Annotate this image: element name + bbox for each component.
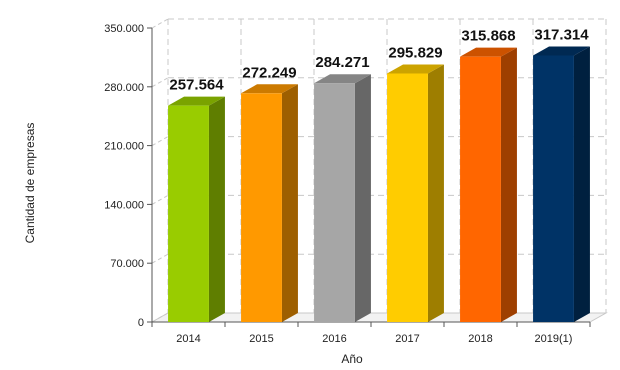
y-tick-label: 280.000	[104, 82, 144, 94]
x-axis-ticks: 2014 2015 2016 2017 2018 2019(1)	[151, 322, 591, 345]
data-label: 257.564	[169, 77, 224, 94]
y-tick-label: 70.000	[110, 258, 144, 270]
bar-top	[460, 47, 517, 57]
y-gridline-side	[151, 18, 169, 29]
bar-side	[500, 47, 517, 323]
bar-2014	[168, 96, 225, 322]
y-gridline-side	[151, 77, 169, 88]
bar-2015	[241, 84, 298, 322]
bar-top	[168, 96, 225, 106]
data-label: 315.868	[461, 28, 515, 45]
bar-side	[573, 46, 590, 323]
bar-top	[314, 74, 371, 84]
data-labels: 257.564 272.249 284.271 295.829 315.868 317.3…	[169, 26, 589, 93]
bars	[168, 46, 590, 323]
data-label: 284.271	[315, 54, 369, 71]
y-gridline-side	[151, 136, 169, 147]
bar-front	[387, 73, 428, 323]
bar-front	[241, 93, 282, 322]
bar-top	[241, 84, 298, 94]
bar-side	[354, 74, 371, 322]
bar-front	[314, 83, 355, 322]
x-tick-label: 2017	[395, 333, 419, 345]
x-tick-label: 2015	[249, 333, 273, 345]
bar-front	[168, 105, 209, 322]
x-tick-label: 2014	[176, 333, 200, 345]
x-axis-title: Año	[341, 352, 363, 366]
data-label: 317.314	[534, 26, 589, 43]
data-label: 272.249	[242, 64, 296, 81]
bar-2019(1)	[533, 46, 590, 323]
y-tick-label: 210.000	[104, 141, 144, 153]
x-tick-label: 2016	[322, 333, 346, 345]
y-tick-label: 140.000	[104, 199, 144, 211]
y-axis-ticks: 0 70.000 140.000 210.000 280.000 350.000	[104, 23, 152, 329]
bar-2017	[387, 64, 444, 323]
y-gridline-side	[151, 253, 169, 264]
y-axis-title: Cantidad de empresas	[23, 123, 37, 244]
bar-side	[427, 64, 444, 323]
bar-2016	[314, 74, 371, 322]
bar-side	[208, 96, 225, 322]
y-tick-label: 350.000	[104, 23, 144, 35]
y-tick-label: 0	[138, 317, 144, 329]
gridlines	[151, 18, 607, 323]
bar-2018	[460, 47, 517, 323]
bar-side	[281, 84, 298, 322]
bar-top	[387, 64, 444, 74]
y-gridline-side	[151, 312, 169, 323]
bar-top	[533, 46, 590, 56]
x-tick-label: 2019(1)	[535, 333, 573, 345]
bar-front	[533, 55, 574, 323]
x-tick-label: 2018	[468, 333, 492, 345]
data-label: 295.829	[388, 45, 442, 62]
bar-front	[460, 56, 501, 323]
y-gridline-side	[151, 194, 169, 205]
